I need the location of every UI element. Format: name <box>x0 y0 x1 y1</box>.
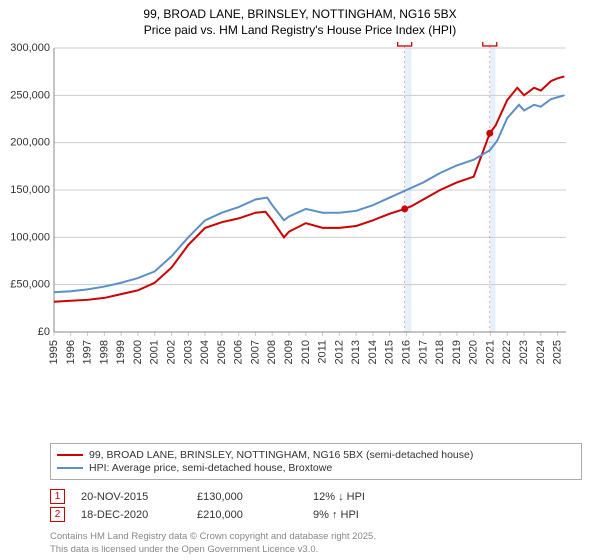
svg-text:2006: 2006 <box>233 340 245 364</box>
svg-text:2014: 2014 <box>367 340 379 364</box>
svg-text:£150,000: £150,000 <box>10 184 50 196</box>
svg-text:2021: 2021 <box>484 340 496 364</box>
sale-price: £130,000 <box>197 491 297 503</box>
svg-text:£50,000: £50,000 <box>10 279 50 291</box>
svg-text:2017: 2017 <box>417 340 429 364</box>
svg-text:2008: 2008 <box>266 340 278 364</box>
svg-text:2022: 2022 <box>501 340 513 364</box>
svg-text:£0: £0 <box>38 326 50 338</box>
svg-text:2004: 2004 <box>199 340 211 364</box>
svg-text:2018: 2018 <box>434 340 446 364</box>
svg-text:2: 2 <box>487 42 493 45</box>
legend-item: HPI: Average price, semi-detached house,… <box>57 462 575 474</box>
sale-marker-icon: 2 <box>50 507 65 522</box>
sale-change: 12% ↓ HPI <box>313 491 413 503</box>
sales-table: 1 20-NOV-2015 £130,000 12% ↓ HPI 2 18-DE… <box>50 486 586 525</box>
svg-text:2002: 2002 <box>166 340 178 364</box>
sale-marker-icon: 1 <box>50 489 65 504</box>
legend-swatch <box>57 454 83 456</box>
svg-text:2009: 2009 <box>283 340 295 364</box>
legend-item: 99, BROAD LANE, BRINSLEY, NOTTINGHAM, NG… <box>57 449 575 461</box>
legend-swatch <box>57 467 83 469</box>
footer-line: Contains HM Land Registry data © Crown c… <box>50 531 586 543</box>
svg-text:2012: 2012 <box>333 340 345 364</box>
svg-text:2007: 2007 <box>249 340 261 364</box>
svg-text:1996: 1996 <box>65 340 77 364</box>
line-chart: £0 £50,000 £100,000 £150,000 £200,000 £250,00… <box>10 42 590 437</box>
svg-text:£100,000: £100,000 <box>10 232 50 244</box>
svg-text:2015: 2015 <box>384 340 396 364</box>
sale-date: 20-NOV-2015 <box>81 491 181 503</box>
svg-text:2010: 2010 <box>300 340 312 364</box>
svg-text:2023: 2023 <box>518 340 530 364</box>
svg-text:2005: 2005 <box>216 340 228 364</box>
title-line1: 99, BROAD LANE, BRINSLEY, NOTTINGHAM, NG… <box>10 6 590 22</box>
svg-text:2000: 2000 <box>132 340 144 364</box>
footer-line: This data is licensed under the Open Gov… <box>50 544 586 556</box>
sale-price: £210,000 <box>197 509 297 521</box>
legend-label: HPI: Average price, semi-detached house,… <box>89 462 332 474</box>
sale-row: 2 18-DEC-2020 £210,000 9% ↑ HPI <box>50 507 586 522</box>
legend-label: 99, BROAD LANE, BRINSLEY, NOTTINGHAM, NG… <box>89 449 473 461</box>
svg-text:1: 1 <box>402 42 408 45</box>
sale-change: 9% ↑ HPI <box>313 509 413 521</box>
chart-footer: Contains HM Land Registry data © Crown c… <box>50 531 586 556</box>
svg-text:1995: 1995 <box>48 340 60 364</box>
svg-text:2020: 2020 <box>468 340 480 364</box>
chart-title: 99, BROAD LANE, BRINSLEY, NOTTINGHAM, NG… <box>10 6 590 38</box>
title-line2: Price paid vs. HM Land Registry's House … <box>10 22 590 38</box>
svg-text:2019: 2019 <box>451 340 463 364</box>
svg-text:1998: 1998 <box>98 340 110 364</box>
svg-text:2011: 2011 <box>317 340 329 364</box>
sale-row: 1 20-NOV-2015 £130,000 12% ↓ HPI <box>50 489 586 504</box>
svg-text:2016: 2016 <box>401 340 413 364</box>
svg-text:2013: 2013 <box>350 340 362 364</box>
svg-text:1997: 1997 <box>82 340 94 364</box>
chart-legend: 99, BROAD LANE, BRINSLEY, NOTTINGHAM, NG… <box>50 443 582 480</box>
svg-text:£200,000: £200,000 <box>10 137 50 149</box>
svg-text:2001: 2001 <box>149 340 161 364</box>
svg-text:2025: 2025 <box>552 340 564 364</box>
svg-text:£250,000: £250,000 <box>10 90 50 102</box>
svg-text:2024: 2024 <box>535 340 547 364</box>
svg-text:£300,000: £300,000 <box>10 42 50 54</box>
svg-text:1999: 1999 <box>115 340 127 364</box>
svg-text:2003: 2003 <box>182 340 194 364</box>
sale-date: 18-DEC-2020 <box>81 509 181 521</box>
